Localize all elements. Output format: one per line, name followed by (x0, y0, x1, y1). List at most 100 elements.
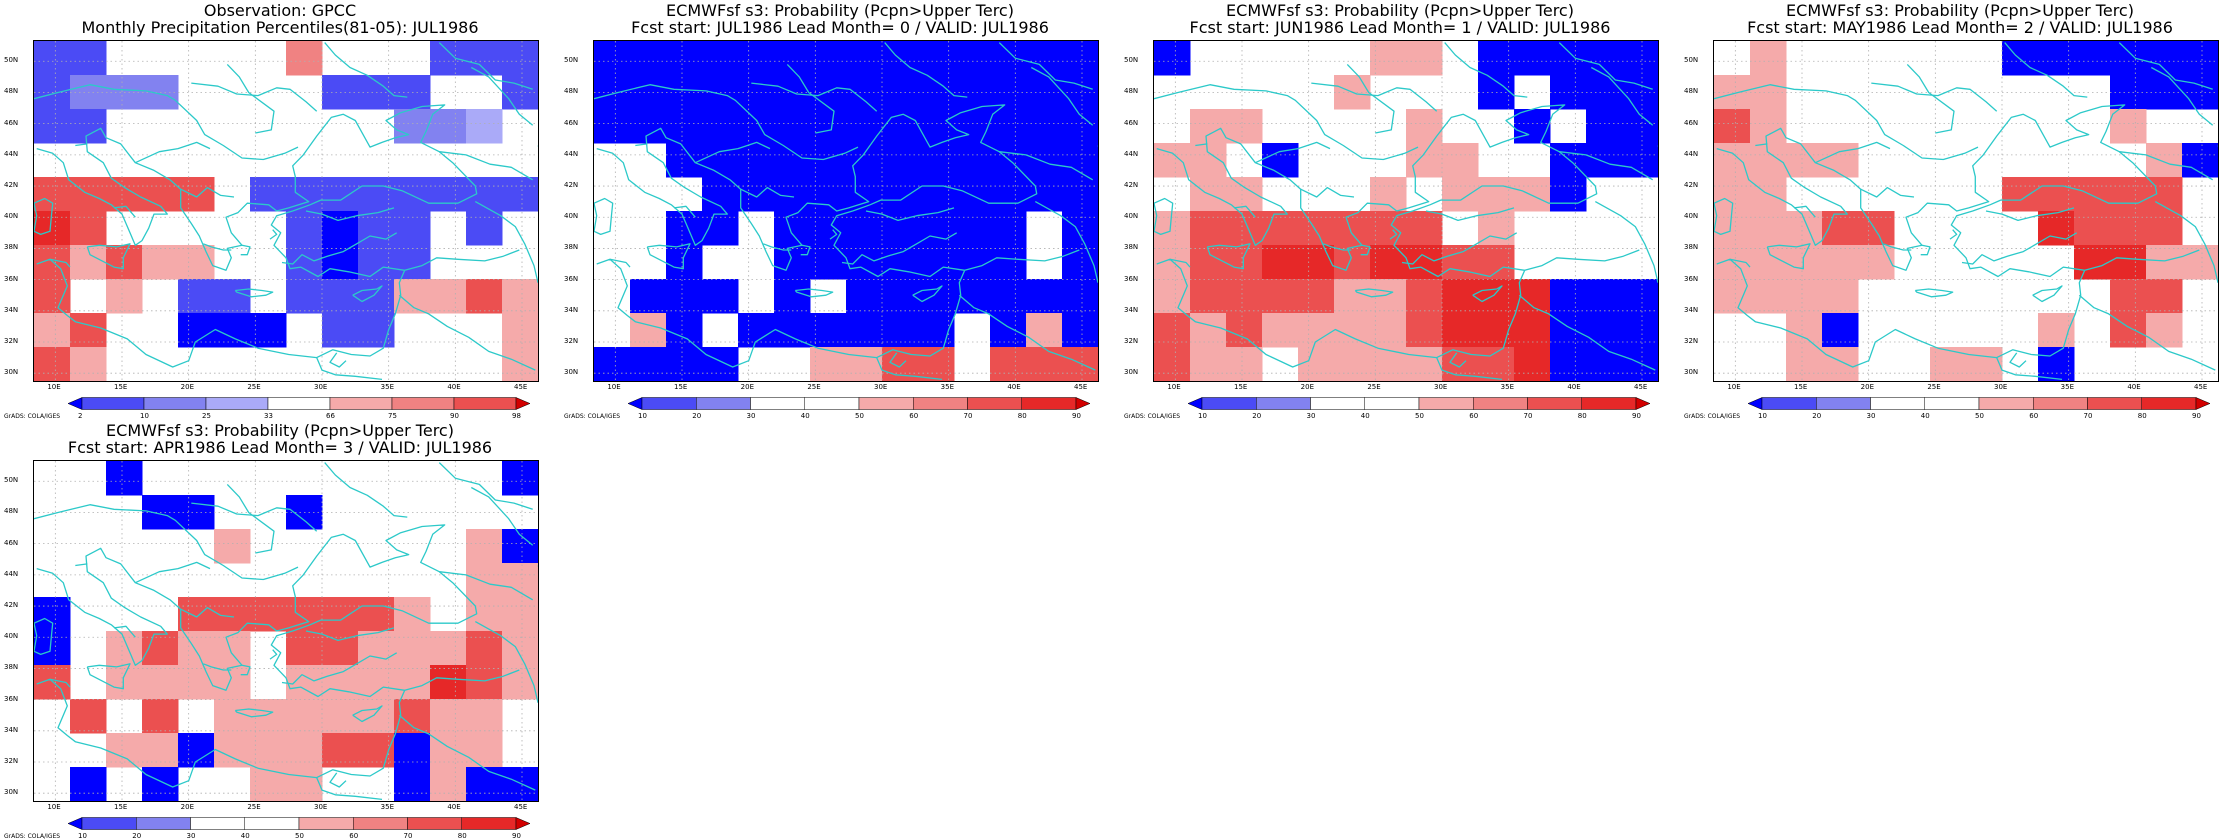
grid-cell (322, 597, 359, 632)
coastline (1300, 186, 1355, 198)
colorbar-segment (461, 817, 517, 830)
grid-cell (1822, 279, 1859, 314)
lat-tick-label: 50N (1124, 56, 1139, 65)
lat-tick-label: 50N (4, 476, 19, 485)
map-plot-area (1713, 40, 2219, 382)
coastline (36, 104, 478, 368)
colorbar-tick-label: 50 (855, 412, 864, 420)
coastline (695, 141, 771, 164)
lat-tick-label: 44N (4, 149, 19, 158)
coastline (281, 652, 398, 685)
coastline (1518, 294, 1656, 371)
grid-cell (1370, 41, 1407, 76)
coastline (1714, 84, 1979, 161)
colorbar-tick-label: 60 (1469, 412, 1479, 420)
grid-cell (810, 41, 847, 76)
coastline (786, 63, 835, 134)
lon-tick-label: 45E (1634, 383, 1648, 391)
coastline (1524, 249, 1640, 271)
colorbar (67, 397, 531, 410)
grid-cell (810, 211, 847, 246)
coastline (470, 66, 534, 126)
lon-tick-label: 35E (380, 803, 394, 811)
grid-cell (1714, 109, 1751, 144)
grid-cell (1190, 211, 1227, 246)
coastline (34, 84, 299, 161)
lat-tick-label: 46N (4, 538, 19, 547)
grid-cell (178, 177, 215, 212)
coastline (1154, 197, 1174, 236)
lat-tick-label: 50N (1684, 56, 1699, 65)
coastline (1755, 143, 1768, 147)
lat-tick-label: 48N (564, 87, 579, 96)
lon-tick-label: 45E (1074, 383, 1088, 391)
coastline (1034, 201, 1098, 283)
grid-cell (1334, 279, 1371, 314)
grads-credit: GrADS: COLA/IGES (564, 413, 621, 420)
colorbar-segment (267, 397, 331, 410)
coastline (1156, 104, 1598, 368)
colorbar-segment (967, 397, 1022, 410)
colorbar-segment (1364, 397, 1420, 410)
grid-cell (918, 109, 955, 144)
map-plot-area (33, 40, 539, 382)
colorbar-tick-label: 40 (240, 832, 250, 840)
grid-cell (738, 177, 775, 212)
colorbar-tick-label: 20 (1252, 412, 1262, 420)
grid-cell (666, 109, 703, 144)
grid-cell (430, 109, 467, 144)
colorbar (1187, 397, 1651, 410)
coastline (203, 243, 232, 251)
lon-tick-label: 45E (514, 383, 528, 391)
grid-cell (774, 245, 811, 280)
lon-tick-label: 25E (247, 803, 261, 811)
grid-cell (286, 665, 323, 700)
lon-tick-label: 40E (447, 803, 461, 811)
lon-tick-label: 30E (1994, 383, 2008, 391)
grid-cell (2110, 177, 2147, 212)
grid-cell (846, 279, 883, 314)
colorbar-segment (750, 397, 805, 410)
grid-cell (322, 665, 359, 700)
grid-cell (2074, 41, 2111, 76)
lat-tick-label: 46N (4, 118, 19, 127)
grid-cell (1190, 143, 1227, 178)
grid-cell (1062, 279, 1098, 314)
grid-cell (322, 279, 359, 314)
colorbar-tick-label: 30 (1866, 412, 1876, 420)
grid-cell (1786, 245, 1823, 280)
lat-tick-label: 50N (564, 56, 579, 65)
colorbar-segment (244, 817, 300, 830)
lat-tick-label: 48N (1124, 87, 1139, 96)
colorbar-tick-label: 90 (512, 832, 521, 840)
grid-cell (738, 109, 775, 144)
grid-cell (1750, 41, 1787, 76)
coastline (234, 288, 274, 298)
coastline (1914, 288, 1954, 298)
grid-cell (1586, 279, 1623, 314)
grid-cell (1154, 279, 1191, 314)
coastline (1255, 141, 1331, 164)
colorbar-segment (1924, 397, 1980, 410)
colorbar-segment (515, 397, 531, 410)
grid-cell (286, 245, 323, 280)
grid-cell (1226, 211, 1263, 246)
grid-cell (214, 529, 251, 564)
grid-cell (1822, 211, 1859, 246)
grid-cell (990, 279, 1027, 314)
lat-tick-label: 40N (4, 212, 19, 221)
coastline (1860, 186, 1915, 198)
colorbar-tick-label: 40 (1360, 412, 1370, 420)
panel-title: ECMWFsf s3: Probability (Pcpn>Upper Terc… (666, 1, 1014, 20)
panel-subtitle: Monthly Precipitation Percentiles(81-05)… (81, 18, 479, 37)
grid-cell (502, 597, 538, 632)
coastline (135, 561, 211, 584)
grid-cell (466, 529, 503, 564)
coastline (34, 504, 299, 581)
coastline (75, 143, 88, 147)
colorbar-segment (391, 397, 455, 410)
lon-tick-label: 10E (607, 383, 621, 391)
grid-cell (70, 767, 107, 801)
coastline (1311, 82, 1438, 112)
lon-tick-label: 20E (180, 803, 194, 811)
